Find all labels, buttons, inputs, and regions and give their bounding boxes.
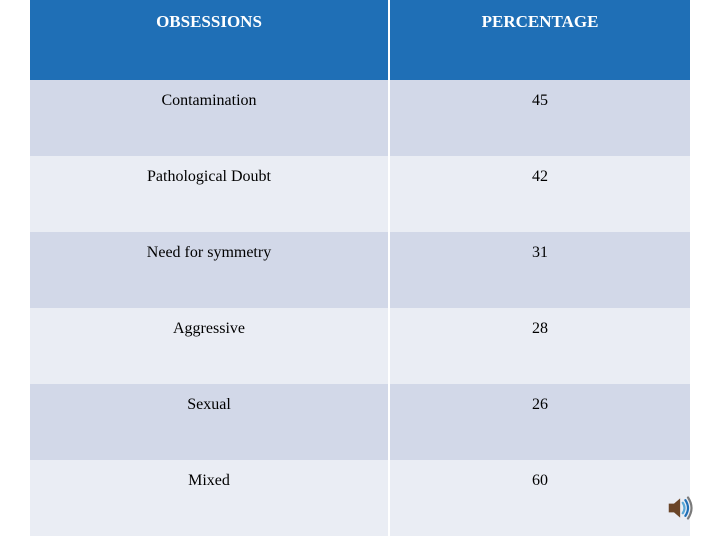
cell-percentage: 26 <box>390 384 690 460</box>
cell-percentage: 60 <box>390 460 690 536</box>
cell-obsession: Need for symmetry <box>30 232 390 308</box>
cell-obsession: Aggressive <box>30 308 390 384</box>
cell-percentage: 42 <box>390 156 690 232</box>
table-row: Aggressive 28 <box>30 308 690 384</box>
table-row: Need for symmetry 31 <box>30 232 690 308</box>
table-row: Sexual 26 <box>30 384 690 460</box>
obsessions-table: OBSESSIONS PERCENTAGE Contamination 45 P… <box>30 0 690 536</box>
sound-icon <box>667 494 695 522</box>
cell-percentage: 31 <box>390 232 690 308</box>
table-row: Contamination 45 <box>30 80 690 156</box>
cell-obsession: Mixed <box>30 460 390 536</box>
table-row: Mixed 60 <box>30 460 690 536</box>
table-header-row: OBSESSIONS PERCENTAGE <box>30 0 690 80</box>
header-obsessions: OBSESSIONS <box>30 0 390 80</box>
cell-percentage: 45 <box>390 80 690 156</box>
cell-obsession: Contamination <box>30 80 390 156</box>
cell-percentage: 28 <box>390 308 690 384</box>
table-row: Pathological Doubt 42 <box>30 156 690 232</box>
cell-obsession: Sexual <box>30 384 390 460</box>
header-percentage: PERCENTAGE <box>390 0 690 80</box>
cell-obsession: Pathological Doubt <box>30 156 390 232</box>
